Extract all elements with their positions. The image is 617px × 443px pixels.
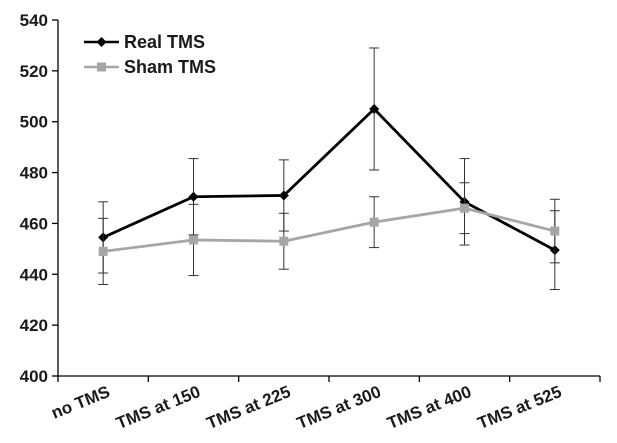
data-point — [98, 246, 108, 256]
legend: Real TMS Sham TMS — [84, 32, 216, 77]
y-ticks: 400 420 440 460 480 500 520 540 — [20, 11, 58, 386]
series-sham-tms — [98, 182, 560, 285]
legend-label-real-tms: Real TMS — [124, 32, 205, 52]
series-line-sham-tms — [102, 206, 556, 253]
x-tick-label: TMS at 400 — [385, 382, 474, 433]
data-point — [460, 203, 469, 213]
data-point — [550, 226, 560, 236]
data-point — [278, 190, 289, 201]
y-tick-label: 460 — [20, 214, 48, 233]
data-point — [188, 191, 199, 202]
y-tick-label: 540 — [20, 11, 48, 30]
y-tick-label: 420 — [20, 316, 48, 335]
data-point — [279, 236, 289, 246]
series-line-real-tms — [102, 107, 556, 252]
y-tick-label: 500 — [20, 113, 48, 132]
data-point — [369, 104, 380, 114]
x-tick-label: TMS at 150 — [114, 382, 203, 433]
y-tick-label: 440 — [20, 265, 48, 284]
legend-item-real-tms: Real TMS — [84, 32, 205, 52]
x-tick-label: TMS at 225 — [204, 382, 293, 433]
x-tick-label: no TMS — [49, 382, 113, 423]
legend-marker-sham-tms — [97, 62, 106, 72]
x-tick-label: TMS at 300 — [294, 382, 383, 433]
y-tick-label: 520 — [20, 62, 48, 81]
data-point — [369, 217, 379, 227]
data-point — [189, 235, 198, 245]
x-ticks: no TMS TMS at 150 TMS at 225 TMS at 300 TMS … — [49, 376, 601, 433]
y-tick-label: 400 — [20, 367, 48, 386]
series-layer — [98, 47, 560, 291]
series-real-tms — [98, 47, 560, 291]
legend-item-sham-tms: Sham TMS — [84, 57, 216, 77]
x-tick-label: TMS at 525 — [475, 382, 564, 433]
legend-label-sham-tms: Sham TMS — [124, 57, 216, 77]
legend-marker-real-tms — [96, 37, 107, 47]
y-tick-label: 480 — [20, 164, 48, 183]
